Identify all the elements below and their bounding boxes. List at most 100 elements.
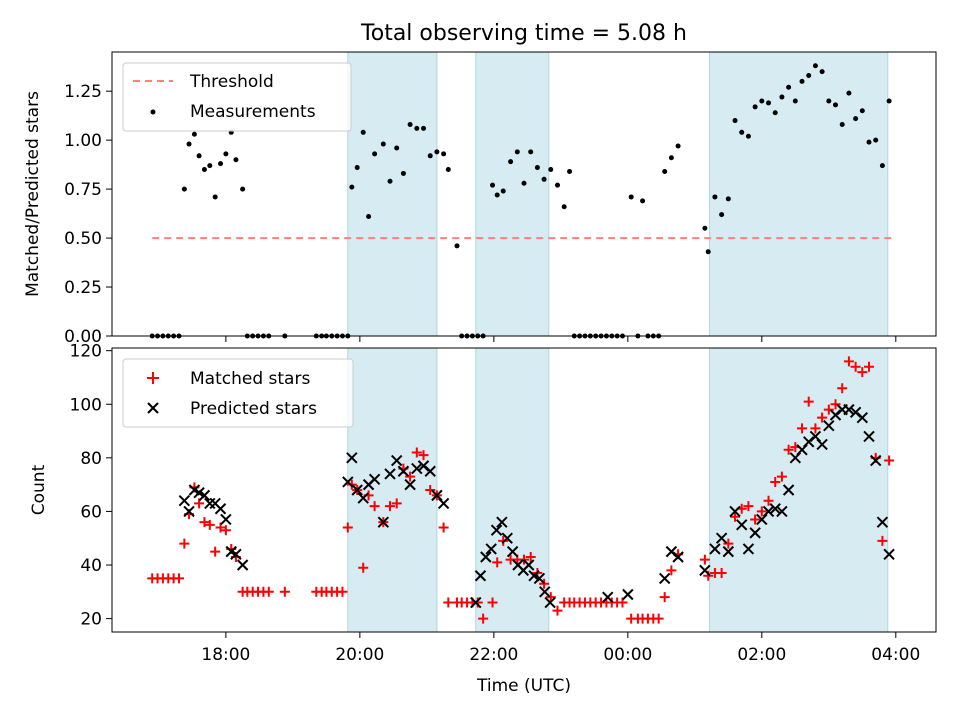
y-tick-label: 1.00 (64, 131, 102, 151)
x-tick-label: 04:00 (871, 645, 920, 665)
predicted-star-point (485, 543, 497, 555)
predicted-star-point (722, 545, 735, 558)
matched-star-point (810, 423, 821, 434)
top-plot-frame (111, 51, 937, 337)
observing-spans-top (347, 51, 889, 337)
matched-star-point (716, 568, 727, 579)
predicted-star-point (183, 505, 195, 518)
measurement-point (628, 194, 634, 200)
bottom-y-axis-label: Count (29, 464, 49, 515)
matched-star-point (391, 498, 402, 509)
predicted-star-point (843, 403, 855, 416)
predicted-star-point (769, 503, 781, 515)
measurement-point (494, 192, 500, 198)
matched-star-point (342, 522, 353, 533)
predicted-star-point (342, 476, 354, 488)
top-x-ticks (225, 336, 897, 342)
matched-star-point (699, 554, 710, 565)
measurement-point (541, 176, 547, 182)
matched-star-point (750, 514, 761, 525)
measurement-point (759, 98, 765, 104)
matched-star-point (220, 525, 231, 536)
y-tick-label: 80 (80, 449, 102, 469)
measurement-point (441, 151, 447, 157)
bottom-plot-frame (111, 347, 937, 633)
predicted-star-point (856, 411, 869, 424)
observing-span (709, 347, 889, 633)
measurement-point (207, 163, 213, 169)
y-tick-label: 120 (70, 342, 102, 362)
matched-star-point (525, 551, 536, 562)
matched-star-point (358, 562, 369, 573)
measurement-point (567, 168, 573, 174)
matched-star-point (776, 471, 787, 482)
observing-span (347, 347, 438, 633)
matched-star-point (823, 404, 834, 415)
chart-title: Total observing time = 5.08 h (360, 21, 687, 46)
measurement-point (380, 141, 386, 147)
bottom-x-ticks: 18:00 20:00 22:00 00:00 02:00 04:00 (201, 632, 920, 665)
matched-star-point (279, 586, 290, 597)
matched-star-point (337, 586, 348, 597)
measurement-point (561, 204, 567, 210)
measurement-point (792, 98, 798, 104)
predicted-star-point (709, 543, 721, 555)
matched-star-point (837, 383, 848, 394)
measurement-point (490, 182, 496, 188)
measurement-point (548, 167, 554, 173)
measurement-point (387, 178, 393, 184)
measurement-point (233, 157, 239, 163)
matched-star-point (666, 565, 677, 576)
predicted-star-point (351, 484, 363, 496)
predicted-star-point (876, 516, 889, 528)
measurement-point (508, 159, 514, 165)
predicted-star-point (490, 524, 503, 536)
predicted-star-point (496, 516, 508, 528)
measurement-point (702, 225, 708, 231)
predicted-star-point (883, 548, 895, 561)
predicted-star-point (749, 527, 761, 539)
measurement-point (400, 170, 406, 176)
measurement-point (445, 167, 451, 173)
measurement-point (705, 249, 711, 255)
matched-star-point (552, 605, 563, 616)
predicted-star-point (230, 548, 242, 561)
y-tick-label: 1.25 (64, 82, 102, 102)
measurement-point (366, 214, 372, 220)
predicted-star-point (816, 438, 828, 451)
measurement-point (407, 121, 413, 127)
measurement-point (240, 186, 246, 192)
measurement-point (745, 133, 751, 139)
predicted-star-point (672, 551, 684, 563)
predicted-star-point (480, 551, 492, 563)
predicted-star-points (178, 403, 895, 609)
y-tick-label: 0.50 (64, 229, 102, 249)
y-tick-label: 0.25 (64, 278, 102, 298)
measurement-point (725, 196, 731, 202)
predicted-star-point (699, 564, 711, 577)
matched-star-point (797, 423, 808, 434)
predicted-star-point (602, 591, 614, 603)
measurement-point (846, 90, 852, 96)
measurement-point (201, 167, 207, 173)
matched-star-point (204, 519, 215, 530)
measurement-point (186, 141, 192, 147)
measurement-point (223, 151, 229, 157)
matched-star-point (857, 367, 868, 378)
matched-star-point (653, 613, 664, 624)
measurement-point (719, 212, 725, 218)
top-y-axis-label: Matched/Predicted stars (23, 91, 43, 297)
x-tick-label: 22:00 (469, 645, 518, 665)
matched-star-point (438, 522, 449, 533)
measurement-point (196, 153, 202, 159)
measurement-point (421, 125, 427, 131)
predicted-star-point (742, 543, 755, 555)
legend-predicted-label: Predicted stars (190, 399, 317, 419)
matched-star-point (617, 597, 628, 608)
measurement-point (866, 139, 872, 145)
measurement-point (732, 118, 738, 124)
matched-star-point (850, 361, 861, 372)
matched-star-point (179, 538, 190, 549)
measurement-point (779, 94, 785, 100)
matched-star-point (817, 412, 828, 423)
